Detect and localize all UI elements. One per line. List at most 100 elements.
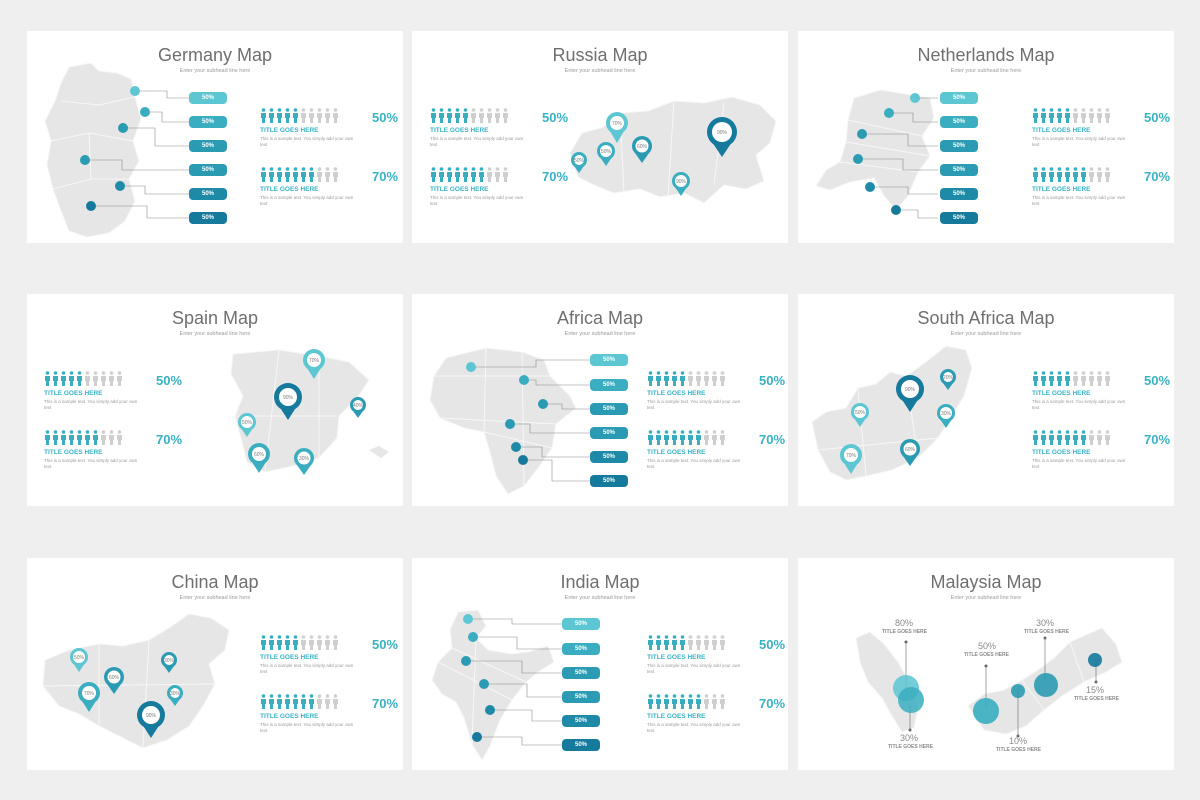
person-icon: [260, 694, 267, 710]
map-marker-dot[interactable]: [468, 632, 478, 642]
map-marker-dot[interactable]: [118, 123, 128, 133]
map-marker-dot[interactable]: [853, 154, 863, 164]
person-icon: [703, 430, 710, 446]
map-marker-dot[interactable]: [461, 656, 471, 666]
person-icon: [671, 694, 678, 710]
people-icon-row: [260, 635, 339, 651]
person-icon: [655, 430, 662, 446]
svg-text:30%: 30%: [299, 456, 310, 462]
person-icon: [1088, 430, 1095, 446]
slide-south-africa[interactable]: South Africa Map Enter your subhead line…: [798, 294, 1174, 506]
person-icon: [1080, 167, 1087, 183]
slide-china[interactable]: China Map Enter your subhead line here 5…: [27, 558, 403, 770]
person-icon: [486, 108, 493, 124]
slide-germany[interactable]: Germany Map Enter your subhead line here…: [27, 31, 403, 243]
callout-value: 50%: [978, 641, 997, 651]
person-icon: [679, 371, 686, 387]
stat-description: This is a sample text. You simply add yo…: [1032, 458, 1126, 469]
person-icon: [52, 371, 59, 387]
callout-label: TITLE GOES HERE: [882, 629, 928, 635]
stat-title: TITLE GOES HERE: [430, 127, 489, 134]
svg-text:30%: 30%: [941, 411, 952, 417]
map-marker-dot[interactable]: [538, 399, 548, 409]
value-pill: 50%: [562, 739, 600, 751]
map-marker-dot[interactable]: [910, 93, 920, 103]
people-icon-row: [1032, 430, 1111, 446]
value-bubble: [1088, 653, 1102, 667]
person-icon: [324, 167, 331, 183]
map-marker-dot[interactable]: [884, 108, 894, 118]
map-marker-dot[interactable]: [479, 679, 489, 689]
stat-title: TITLE GOES HERE: [44, 390, 103, 397]
map-marker-dot[interactable]: [891, 205, 901, 215]
slide-subtitle: Enter your subhead line here: [564, 595, 636, 601]
map-marker-dot[interactable]: [511, 442, 521, 452]
stat-title: TITLE GOES HERE: [260, 127, 319, 134]
map-marker-dot[interactable]: [472, 732, 482, 742]
slide-africa[interactable]: Africa Map Enter your subhead line here …: [412, 294, 788, 506]
person-icon: [284, 108, 291, 124]
people-icon-row: [44, 371, 123, 387]
map-marker-dot[interactable]: [519, 375, 529, 385]
people-icon-row: [430, 167, 509, 183]
map-marker-dot[interactable]: [857, 129, 867, 139]
map-marker-dot[interactable]: [140, 107, 150, 117]
person-icon: [1048, 430, 1055, 446]
person-icon: [1088, 108, 1095, 124]
stat-percent: 70%: [1144, 169, 1171, 184]
value-pill: 50%: [590, 403, 628, 415]
slide-netherlands[interactable]: Netherlands Map Enter your subhead line …: [798, 31, 1174, 243]
person-icon: [470, 108, 477, 124]
stat-percent: 70%: [759, 432, 786, 447]
stat-block: 50% TITLE GOES HERE This is a sample text.…: [647, 371, 788, 411]
slide-malaysia[interactable]: Malaysia Map Enter your subhead line her…: [798, 558, 1174, 770]
person-icon: [52, 430, 59, 446]
map-marker-dot[interactable]: [466, 362, 476, 372]
map-marker-dot[interactable]: [505, 419, 515, 429]
stat-percent: 70%: [372, 169, 399, 184]
map-marker-dot[interactable]: [865, 182, 875, 192]
person-icon: [1104, 108, 1111, 124]
map-marker-dot[interactable]: [86, 201, 96, 211]
stat-title: TITLE GOES HERE: [647, 449, 706, 456]
person-icon: [1032, 108, 1039, 124]
person-icon: [324, 108, 331, 124]
map-marker-dot[interactable]: [130, 86, 140, 96]
svg-text:90%: 90%: [717, 130, 728, 136]
person-icon: [1096, 108, 1103, 124]
map-marker-dot[interactable]: [463, 614, 473, 624]
stat-block: 50% TITLE GOES HERE This is a sample text.…: [1032, 108, 1174, 148]
map-marker-dot[interactable]: [115, 181, 125, 191]
slide-spain[interactable]: Spain Map Enter your subhead line here 5…: [27, 294, 403, 506]
people-icon-row: [260, 694, 339, 710]
people-icon-row: [260, 167, 339, 183]
map-marker-dot[interactable]: [518, 455, 528, 465]
map-marker-dot[interactable]: [485, 705, 495, 715]
person-icon: [1072, 371, 1079, 387]
svg-text:60%: 60%: [254, 452, 265, 458]
stat-description: This is a sample text. You simply add yo…: [260, 195, 354, 206]
callout-label: TITLE GOES HERE: [1074, 696, 1120, 702]
value-pill: 50%: [189, 140, 227, 152]
person-icon: [276, 167, 283, 183]
slide-russia[interactable]: Russia Map Enter your subhead line here …: [412, 31, 788, 243]
person-icon: [68, 430, 75, 446]
map-pin-icon: 90%: [274, 383, 302, 420]
person-icon: [1072, 108, 1079, 124]
map-pin-icon: 60%: [104, 667, 124, 694]
slide-title: Spain Map: [171, 308, 259, 328]
slide-india[interactable]: India Map Enter your subhead line here 5…: [412, 558, 788, 770]
stat-description: This is a sample text. You simply add yo…: [647, 458, 741, 469]
person-icon: [647, 635, 654, 651]
map-marker-dot[interactable]: [80, 155, 90, 165]
callout-value: 80%: [895, 618, 914, 628]
svg-text:70%: 70%: [309, 358, 320, 364]
slide-title: Netherlands Map: [917, 45, 1055, 65]
person-icon: [695, 635, 702, 651]
person-icon: [655, 694, 662, 710]
person-icon: [1088, 371, 1095, 387]
callout-label: TITLE GOES HERE: [1024, 629, 1070, 635]
person-icon: [1104, 430, 1111, 446]
map-pin-icon: 90%: [672, 172, 690, 196]
person-icon: [268, 108, 275, 124]
